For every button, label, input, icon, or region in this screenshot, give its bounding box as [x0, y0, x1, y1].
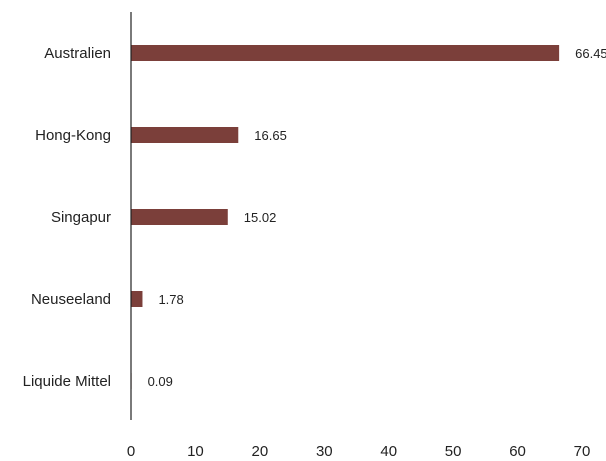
value-label-3: 1.78: [158, 292, 183, 307]
category-label-0: Australien: [44, 45, 111, 62]
bar-1: [131, 127, 239, 143]
category-label-2: Singapur: [51, 209, 111, 226]
category-label-4: Liquide Mittel: [23, 373, 111, 390]
bar-0: [131, 45, 560, 61]
x-tick-label-1: 10: [187, 443, 204, 460]
value-label-4: 0.09: [148, 374, 173, 389]
labels-layer: Australien 66.45 Hong-Kong 16.65 Singapur 15.…: [23, 45, 606, 460]
x-tick-label-0: 0: [127, 443, 135, 460]
category-label-1: Hong-Kong: [35, 127, 111, 144]
bar-2: [131, 209, 228, 225]
x-tick-label-2: 20: [252, 443, 269, 460]
value-label-0: 66.45: [575, 46, 606, 61]
x-tick-label-5: 50: [445, 443, 462, 460]
x-tick-label-3: 30: [316, 443, 333, 460]
x-tick-label-4: 40: [380, 443, 397, 460]
x-tick-label-7: 70: [574, 443, 591, 460]
bar-3: [131, 291, 143, 307]
bars-layer: [131, 45, 560, 389]
value-label-2: 15.02: [244, 210, 277, 225]
x-tick-label-6: 60: [509, 443, 526, 460]
category-label-3: Neuseeland: [31, 291, 111, 308]
value-label-1: 16.65: [254, 128, 287, 143]
